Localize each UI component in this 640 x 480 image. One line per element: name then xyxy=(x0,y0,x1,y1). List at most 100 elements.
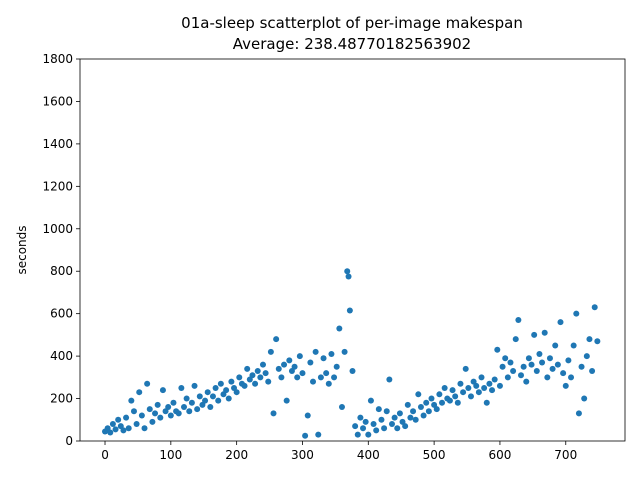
y-tick-label: 200 xyxy=(50,392,73,406)
point xyxy=(568,374,575,381)
x-tick-label: 100 xyxy=(159,448,182,462)
point xyxy=(402,423,409,430)
point xyxy=(215,397,222,404)
point xyxy=(594,338,601,345)
point xyxy=(183,395,190,402)
point xyxy=(378,416,385,423)
point xyxy=(586,336,593,343)
point xyxy=(417,404,424,411)
point xyxy=(312,348,319,355)
point xyxy=(336,325,343,332)
point xyxy=(157,414,164,421)
point xyxy=(304,412,311,419)
y-tick-label: 400 xyxy=(50,349,73,363)
point xyxy=(462,365,469,372)
point xyxy=(320,355,327,362)
point xyxy=(491,376,498,383)
point xyxy=(541,329,548,336)
point xyxy=(225,395,232,402)
y-tick-label: 800 xyxy=(50,264,73,278)
point xyxy=(473,382,480,389)
point xyxy=(154,401,161,408)
point xyxy=(375,406,382,413)
point xyxy=(560,370,567,377)
point xyxy=(460,389,467,396)
y-tick-label: 1400 xyxy=(42,137,73,151)
point xyxy=(589,367,596,374)
point xyxy=(523,378,530,385)
point xyxy=(549,365,556,372)
point xyxy=(446,397,453,404)
point xyxy=(544,374,551,381)
y-axis-label: seconds xyxy=(15,225,29,274)
point xyxy=(512,336,519,343)
point xyxy=(412,416,419,423)
y-tick-label: 600 xyxy=(50,307,73,321)
point xyxy=(454,399,461,406)
point xyxy=(499,363,506,370)
point xyxy=(539,359,546,366)
point xyxy=(275,365,282,372)
point xyxy=(178,384,185,391)
point xyxy=(294,374,301,381)
point xyxy=(504,374,511,381)
point xyxy=(331,374,338,381)
point xyxy=(452,393,459,400)
point xyxy=(317,374,324,381)
point xyxy=(502,355,509,362)
point xyxy=(483,399,490,406)
point xyxy=(391,414,398,421)
point xyxy=(367,397,374,404)
point xyxy=(496,382,503,389)
point xyxy=(167,412,174,419)
point xyxy=(386,376,393,383)
y-tick-label: 1000 xyxy=(42,222,73,236)
point xyxy=(138,412,145,419)
point xyxy=(270,410,277,417)
point xyxy=(136,389,143,396)
point xyxy=(228,378,235,385)
point xyxy=(241,382,248,389)
x-tick-label: 200 xyxy=(225,448,248,462)
point xyxy=(302,432,309,439)
point xyxy=(191,382,198,389)
point xyxy=(325,380,332,387)
point xyxy=(439,399,446,406)
point xyxy=(223,387,230,394)
point xyxy=(341,348,348,355)
point xyxy=(415,391,422,398)
point xyxy=(581,395,588,402)
point xyxy=(420,412,427,419)
point xyxy=(109,421,116,428)
point xyxy=(333,363,340,370)
y-tick-label: 1800 xyxy=(42,52,73,66)
point xyxy=(257,374,264,381)
point xyxy=(575,410,582,417)
point xyxy=(525,355,532,362)
point xyxy=(478,374,485,381)
point xyxy=(128,397,135,404)
point xyxy=(404,401,411,408)
point xyxy=(565,357,572,364)
point xyxy=(307,359,314,366)
x-tick-label: 500 xyxy=(423,448,446,462)
point xyxy=(123,414,130,421)
point xyxy=(515,317,522,324)
point xyxy=(507,359,514,366)
point xyxy=(217,380,224,387)
point xyxy=(531,331,538,338)
point xyxy=(465,384,472,391)
point xyxy=(180,404,187,411)
y-tick-label: 1600 xyxy=(42,94,73,108)
point xyxy=(196,393,203,400)
y-tick-label: 0 xyxy=(65,434,73,448)
point xyxy=(254,367,261,374)
point xyxy=(315,431,322,438)
x-tick-label: 300 xyxy=(291,448,314,462)
point xyxy=(310,378,317,385)
point xyxy=(425,408,432,415)
x-tick-label: 600 xyxy=(488,448,511,462)
point xyxy=(383,408,390,415)
point xyxy=(262,370,269,377)
